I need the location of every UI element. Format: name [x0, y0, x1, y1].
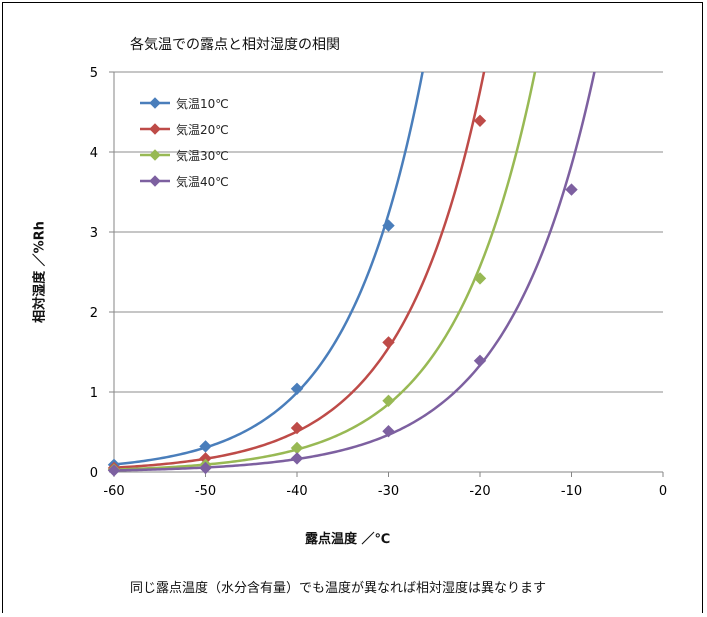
legend-label-1: 気温10℃: [176, 96, 229, 111]
y-tick-label: 2: [90, 306, 98, 321]
legend-marker-2: [149, 123, 161, 135]
series-line-1: [114, 72, 424, 466]
data-point-series-4: [565, 183, 578, 196]
legend-label-3: 気温30℃: [176, 148, 229, 163]
x-tick-label: -60: [103, 484, 124, 499]
series-line-3: [114, 72, 537, 471]
legend-label-2: 気温20℃: [176, 122, 229, 137]
x-tick-label: -20: [469, 484, 490, 499]
data-point-series-4: [382, 424, 395, 438]
data-point-series-3: [382, 394, 395, 408]
legend-marker-4: [149, 175, 161, 187]
data-point-series-2: [290, 421, 304, 435]
x-axis-label: 露点温度 ／℃: [305, 532, 391, 547]
legend-marker-1: [149, 97, 161, 109]
data-point-series-1: [382, 219, 395, 232]
legend-marker-3: [149, 149, 161, 161]
data-point-series-4: [107, 464, 121, 477]
chart-caption: 同じ露点温度（水分含有量）でも温度が異なれば相対湿度は異なります: [130, 581, 547, 596]
data-point-series-1: [199, 440, 212, 453]
chart-title: 各気温での露点と相対湿度の相関: [130, 37, 340, 53]
x-tick-label: -30: [378, 484, 399, 499]
x-tick-label: -10: [561, 484, 582, 499]
legend-label-4: 気温40℃: [176, 174, 229, 189]
y-tick-label: 4: [90, 146, 98, 161]
y-tick-label: 1: [90, 386, 98, 401]
data-point-series-4: [199, 461, 212, 475]
series-lines-group: [114, 72, 596, 472]
data-point-series-4: [290, 452, 304, 465]
y-tick-label: 3: [90, 226, 98, 241]
data-point-series-2: [382, 336, 395, 349]
y-tick-label: 5: [90, 66, 98, 81]
data-point-series-4: [473, 354, 487, 368]
data-point-series-2: [473, 114, 487, 128]
data-point-series-1: [290, 382, 304, 396]
x-tick-label: 0: [659, 484, 667, 499]
y-tick-label: 0: [90, 466, 98, 481]
series-line-2: [114, 72, 486, 469]
series-line-4: [114, 72, 596, 472]
x-tick-label: -40: [286, 484, 307, 499]
x-tick-label: -50: [195, 484, 216, 499]
data-point-series-3: [473, 272, 487, 285]
